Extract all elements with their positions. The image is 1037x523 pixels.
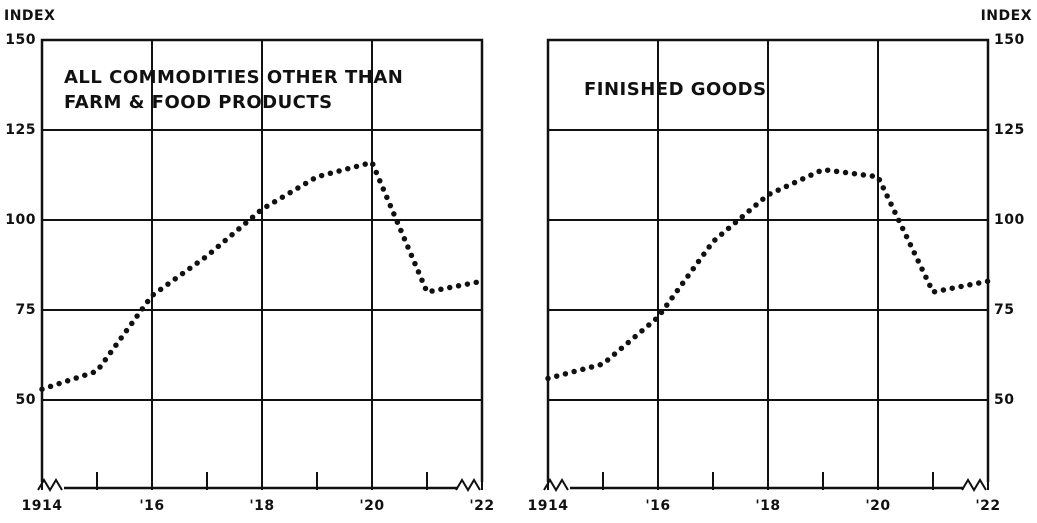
- chart-title: ALL COMMODITIES OTHER THAN: [64, 67, 403, 88]
- x-tick-label: '16: [645, 498, 670, 514]
- x-tick-label: '22: [975, 498, 1000, 514]
- dotted-line: [39, 159, 485, 392]
- chart-title: FINISHED GOODS: [584, 79, 767, 100]
- y-axis-label: INDEX: [4, 8, 55, 24]
- y-tick-label: 75: [16, 302, 36, 318]
- dotted-line: [545, 166, 991, 382]
- x-tick-label: '18: [249, 498, 274, 514]
- x-tick-label: '20: [865, 498, 890, 514]
- x-tick-label: '18: [755, 498, 780, 514]
- y-tick-label: 75: [994, 302, 1014, 318]
- x-tick-label: '20: [359, 498, 384, 514]
- x-tick-label: '16: [139, 498, 164, 514]
- x-tick-label: 1914: [528, 498, 569, 514]
- y-tick-label: 150: [5, 32, 36, 48]
- chart-title: FARM & FOOD PRODUCTS: [64, 92, 333, 113]
- y-tick-label: 50: [16, 392, 36, 408]
- y-tick-label: 150: [994, 32, 1025, 48]
- y-tick-label: 100: [5, 212, 36, 228]
- y-tick-label: 125: [994, 122, 1025, 138]
- x-tick-label: 1914: [22, 498, 63, 514]
- y-tick-label: 50: [994, 392, 1014, 408]
- y-tick-label: 125: [5, 122, 36, 138]
- x-tick-label: '22: [469, 498, 494, 514]
- y-axis-label: INDEX: [981, 8, 1032, 24]
- y-tick-label: 100: [994, 212, 1025, 228]
